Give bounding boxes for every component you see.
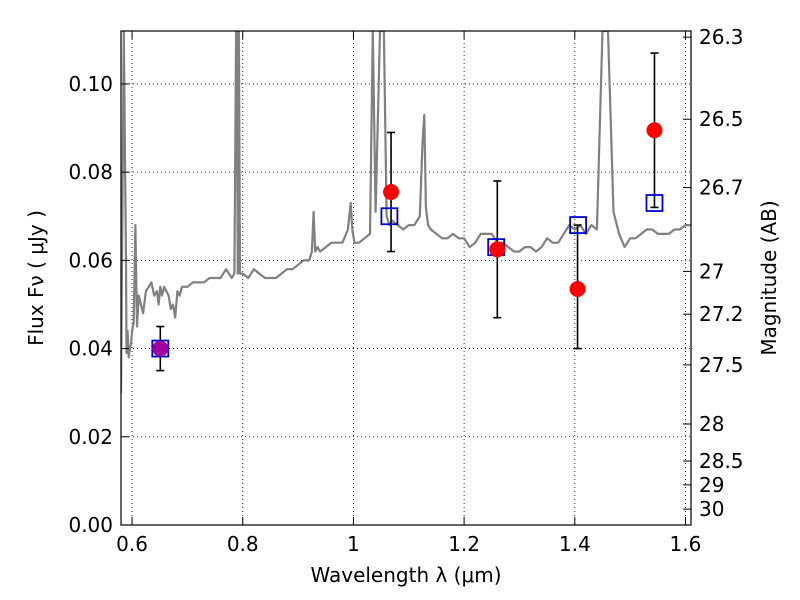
plot-frame [120, 30, 692, 526]
y2-tick-label-7: 28.5 [699, 449, 744, 473]
y2-tick-label-1: 26.5 [699, 107, 744, 131]
y-tick-label-1: 0.02 [68, 425, 113, 449]
y-axis-label: Flux Fν ( μJy ) [24, 210, 48, 346]
model-square-1 [380, 207, 399, 226]
y2-tick-label-0: 26.3 [699, 25, 744, 49]
y2-tick-label-5: 27.5 [699, 353, 744, 377]
y2-axis-label: Magnitude (AB) [757, 200, 781, 355]
y-tick-label-3: 0.06 [68, 248, 113, 272]
model-square-3 [569, 216, 588, 234]
x-tick-label-0: 0.6 [116, 532, 148, 556]
observed-point-0 [152, 340, 169, 357]
y-tick-label-2: 0.04 [68, 337, 113, 361]
errorbar-layer [156, 52, 659, 372]
x-tick-label-3: 1.2 [448, 532, 480, 556]
grid-lines [121, 31, 691, 526]
observed-point-1 [383, 183, 400, 200]
spectrum-layer [121, 31, 691, 393]
y2-tick-label-8: 29 [699, 473, 724, 497]
tick-marks [121, 31, 691, 526]
y2-tick-label-9: 30 [699, 497, 724, 521]
y2-tick-label-4: 27.2 [699, 302, 744, 326]
y-tick-label-4: 0.08 [68, 160, 113, 184]
y2-tick-label-6: 28 [699, 412, 724, 436]
observed-point-3 [569, 281, 586, 298]
spectrum-line [121, 31, 691, 393]
marker-layer [151, 122, 664, 358]
x-tick-label-2: 1 [347, 532, 360, 556]
x-tick-label-5: 1.6 [670, 532, 702, 556]
y2-tick-label-3: 27 [699, 259, 724, 283]
observed-point-2 [489, 241, 506, 258]
observed-point-4 [646, 122, 663, 139]
y-tick-label-5: 0.10 [68, 72, 113, 96]
x-tick-label-4: 1.4 [559, 532, 591, 556]
x-tick-label-1: 0.8 [227, 532, 259, 556]
tick-labels: 0.6 0.8 1 1.2 1.4 1.6 0.00 0.02 0.04 0.06 0.08 0.10… [68, 25, 743, 556]
y-tick-label-0: 0.00 [68, 513, 113, 537]
x-axis-label: Wavelength λ (μm) [310, 563, 501, 587]
y2-tick-label-2: 26.7 [699, 176, 744, 200]
model-square-4 [645, 194, 664, 212]
